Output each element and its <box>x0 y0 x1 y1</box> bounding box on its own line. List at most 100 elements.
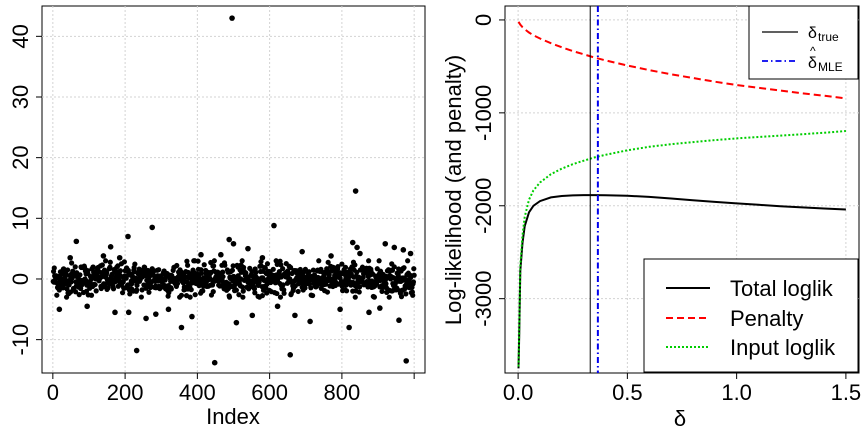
scatter-point <box>343 288 350 294</box>
scatter-point <box>99 262 105 268</box>
scatter-y-tick-label: 0 <box>8 273 33 285</box>
scatter-point <box>277 294 284 300</box>
scatter-point <box>343 282 349 288</box>
scatter-outlier-point <box>346 324 352 331</box>
scatter-point <box>308 285 314 291</box>
scatter-point <box>146 289 152 295</box>
scatter-outlier-point <box>391 244 398 251</box>
scatter-outlier-point <box>400 247 407 253</box>
scatter-outlier-point <box>149 224 156 231</box>
scatter-point <box>174 262 180 269</box>
series-legend-box <box>643 258 859 373</box>
scatter-point <box>403 291 409 297</box>
scatter-point <box>352 294 358 300</box>
scatter-point <box>339 283 345 289</box>
scatter-outlier-point <box>107 244 114 250</box>
loglik-x-tick-label: 0.0 <box>503 380 534 405</box>
scatter-point <box>391 264 397 270</box>
scatter-point <box>107 264 113 270</box>
scatter-outlier-point <box>274 303 281 310</box>
scatter-point <box>156 267 162 273</box>
scatter-point <box>220 269 226 275</box>
scatter-point <box>117 268 124 274</box>
scatter-point <box>121 259 127 265</box>
loglik-series-total-loglik <box>517 194 846 369</box>
scatter-outlier-point <box>112 309 118 316</box>
scatter-outlier-point <box>307 318 313 325</box>
scatter-outlier-point <box>337 306 343 313</box>
loglik-series-input-loglik <box>517 130 846 367</box>
scatter-outlier-point <box>230 240 237 247</box>
scatter-point <box>187 294 193 300</box>
scatter-x-label: Index <box>206 404 260 429</box>
delta-legend-box <box>748 5 859 80</box>
delta-mle-legend-label: δ <box>808 55 817 72</box>
loglik-x-tick-label: 1.0 <box>721 380 752 405</box>
scatter-point <box>379 288 385 295</box>
scatter-point <box>119 290 126 296</box>
scatter-outlier-point <box>229 15 235 21</box>
scatter-y-axis: -10 0 10 20 30 40 <box>8 24 42 356</box>
scatter-outlier-point <box>178 324 185 331</box>
scatter-point <box>200 288 206 294</box>
loglik-panel: 0.0 0.5 1.0 1.5 -3000 -2000 -1000 0 δ Log-like… <box>441 5 861 431</box>
scatter-point <box>376 258 382 264</box>
scatter-point <box>51 265 57 271</box>
scatter-outlier-point <box>352 188 359 194</box>
scatter-x-tick-label: 600 <box>251 380 288 405</box>
scatter-point <box>251 286 258 292</box>
scatter-outlier-point <box>357 250 363 257</box>
scatter-point <box>63 271 69 277</box>
scatter-y-tick-label: 10 <box>8 206 33 230</box>
loglik-y-tick-label: -1000 <box>471 85 496 141</box>
delta-mle-legend-sub: MLE <box>818 60 843 74</box>
scatter-point <box>192 292 198 298</box>
loglik-x-tick-label: 0.5 <box>612 380 643 405</box>
scatter-point <box>295 288 301 295</box>
scatter-point <box>174 280 181 287</box>
series-legend: Total loglik Penalty Input loglik <box>643 258 859 373</box>
scatter-point <box>405 258 411 264</box>
scatter-point <box>357 284 363 290</box>
scatter-outlier-point <box>211 359 218 366</box>
scatter-point <box>60 285 66 291</box>
scatter-outlier-point <box>259 254 266 261</box>
scatter-point <box>220 274 226 280</box>
scatter-point <box>105 285 111 291</box>
scatter-outlier-point <box>198 251 204 258</box>
scatter-point <box>371 294 378 300</box>
scatter-outlier-point <box>271 222 277 229</box>
scatter-point <box>211 263 217 269</box>
scatter-point <box>69 260 75 266</box>
scatter-point <box>326 272 332 278</box>
scatter-point <box>259 293 266 299</box>
scatter-outlier-point <box>165 306 172 313</box>
scatter-outlier-point <box>67 254 73 261</box>
scatter-point <box>324 289 331 295</box>
scatter-point <box>134 287 140 293</box>
scatter-point <box>102 258 109 264</box>
scatter-point <box>229 267 236 273</box>
loglik-y-tick-label: -3000 <box>471 271 496 327</box>
scatter-point <box>123 275 129 281</box>
scatter-point <box>185 262 191 268</box>
scatter-outlier-point <box>84 303 90 310</box>
scatter-point <box>222 262 228 268</box>
scatter-point <box>168 286 174 292</box>
scatter-outlier-point <box>133 347 140 354</box>
scatter-point <box>236 292 242 298</box>
scatter-x-axis: 0 200 400 600 800 <box>47 373 415 405</box>
scatter-point <box>120 279 126 285</box>
scatter-point <box>383 281 389 287</box>
scatter-point <box>280 282 286 288</box>
scatter-point <box>274 290 280 297</box>
scatter-outlier-point <box>218 251 224 258</box>
scatter-point <box>316 258 322 264</box>
scatter-plot-frame <box>41 5 426 374</box>
scatter-outlier-point <box>153 311 159 317</box>
scatter-point <box>264 261 271 267</box>
scatter-point <box>398 294 405 300</box>
scatter-point <box>142 264 148 270</box>
scatter-point <box>306 269 312 275</box>
